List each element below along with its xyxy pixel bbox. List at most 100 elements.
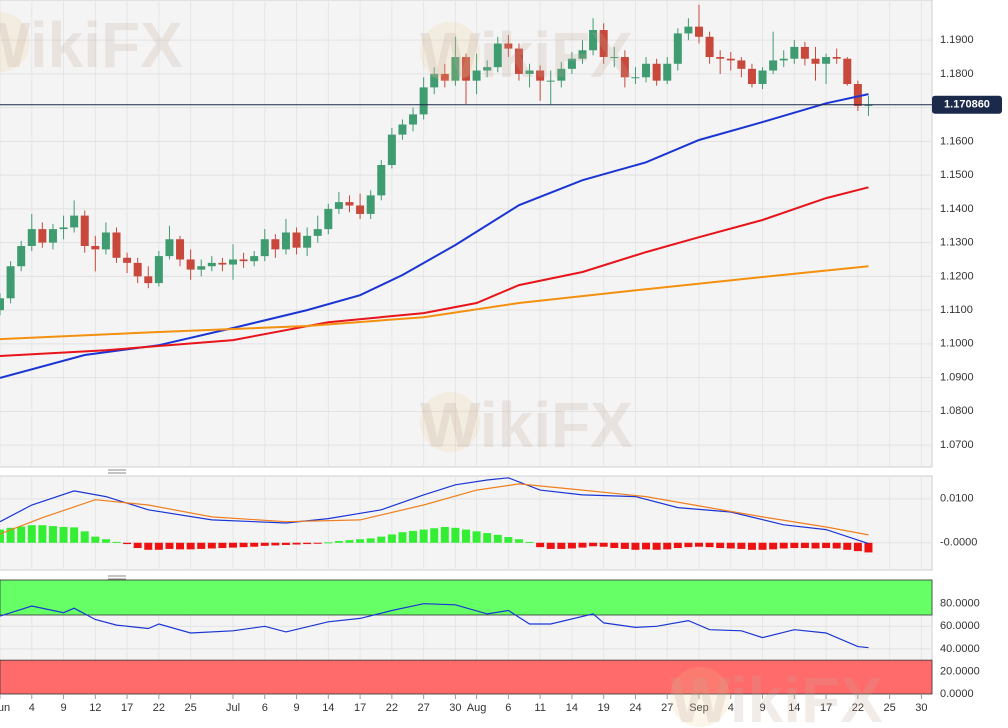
histogram-bar xyxy=(567,542,576,549)
histogram-bar xyxy=(790,542,799,549)
candle-body xyxy=(59,227,68,230)
histogram-bar xyxy=(800,542,809,549)
candle-body xyxy=(483,67,492,71)
x-tick-label: 25 xyxy=(884,702,896,714)
candle-body xyxy=(610,57,619,59)
histogram-bar xyxy=(493,534,502,543)
histogram-bar xyxy=(822,542,831,549)
candle-body xyxy=(334,202,343,209)
candle-body xyxy=(514,48,523,74)
histogram-bar xyxy=(229,542,237,548)
histogram-bar xyxy=(260,542,269,546)
y-tick-label: 40.0000 xyxy=(940,643,980,655)
histogram-bar xyxy=(769,542,778,550)
watermark-logo xyxy=(420,22,480,82)
candle-body xyxy=(313,229,322,236)
candle-body xyxy=(260,239,269,257)
x-tick-label: 25 xyxy=(185,702,197,714)
candle-body xyxy=(112,232,121,258)
histogram-bar xyxy=(419,529,428,543)
histogram-bar xyxy=(409,530,418,543)
candle-body xyxy=(154,256,163,284)
histogram-bar xyxy=(17,526,26,543)
y-tick-label: 1.1300 xyxy=(940,237,974,249)
candle-body xyxy=(853,84,862,106)
histogram-bar xyxy=(165,542,174,549)
x-tick-label: un xyxy=(0,702,10,714)
x-tick-label: 17 xyxy=(820,702,832,714)
candle-body xyxy=(832,57,841,59)
histogram-bar xyxy=(440,526,449,543)
histogram-bar xyxy=(631,542,640,550)
histogram-bar xyxy=(70,527,79,543)
candle-body xyxy=(27,229,36,246)
moving-average xyxy=(0,93,869,379)
y-tick-label: 1.0900 xyxy=(940,371,974,383)
x-tick-label: 6 xyxy=(262,702,268,714)
x-tick-label: 19 xyxy=(598,702,610,714)
histogram-bar xyxy=(281,542,290,545)
histogram-bar xyxy=(726,542,735,549)
candle-body xyxy=(165,239,174,257)
histogram-bar xyxy=(578,542,587,548)
histogram-bar xyxy=(472,531,481,543)
candle-body xyxy=(504,43,513,49)
histogram-bar xyxy=(250,542,259,547)
histogram-bar xyxy=(546,542,555,549)
x-tick-label: Jul xyxy=(226,702,240,714)
candle-body xyxy=(822,57,831,64)
histogram-bar xyxy=(525,541,534,543)
candle-body xyxy=(811,58,820,64)
histogram-bar xyxy=(398,532,407,543)
histogram-bar xyxy=(387,534,396,543)
x-tick-label: 24 xyxy=(629,702,641,714)
histogram-bar xyxy=(430,528,439,543)
histogram-bar xyxy=(38,525,47,543)
candle-body xyxy=(91,245,100,250)
y-tick-label: 1.1200 xyxy=(940,270,974,282)
histogram-bar xyxy=(91,536,100,543)
y-tick-label: 20.0000 xyxy=(940,665,980,677)
candle-body xyxy=(493,43,502,68)
x-tick-label: 27 xyxy=(661,702,673,714)
x-tick-label: 17 xyxy=(121,702,133,714)
candle-body xyxy=(843,58,852,85)
candle-body xyxy=(239,259,248,262)
histogram-bar xyxy=(154,542,163,550)
y-tick-label: 1.1500 xyxy=(940,169,974,181)
histogram-bar xyxy=(758,542,767,550)
x-tick-label: 22 xyxy=(153,702,165,714)
candle-body xyxy=(419,87,428,115)
histogram-bar xyxy=(536,542,545,548)
watermark: WikiFX xyxy=(420,19,633,91)
y-tick-label: 1.1800 xyxy=(940,68,974,80)
candle-body xyxy=(398,124,407,135)
histogram-bar xyxy=(716,542,725,549)
candle-body xyxy=(642,63,651,78)
histogram-bar xyxy=(271,542,280,546)
x-tick-label: 4 xyxy=(29,702,35,714)
candle-body xyxy=(218,262,227,265)
candle-body xyxy=(292,232,301,248)
y-tick-label: 0.0000 xyxy=(940,688,974,700)
candle-body xyxy=(716,57,725,59)
overbought-zone xyxy=(0,579,933,616)
x-tick-label: 4 xyxy=(728,702,734,714)
histogram-bar xyxy=(324,542,333,544)
histogram-bar xyxy=(589,542,598,547)
histogram-bar xyxy=(377,536,386,543)
y-tick-label: 80.0000 xyxy=(940,598,980,610)
candle-body xyxy=(864,104,873,106)
y-tick-label: 1.1000 xyxy=(940,338,974,350)
histogram-bar xyxy=(462,529,470,543)
x-tick-label: 9 xyxy=(759,702,765,714)
candle-body xyxy=(462,57,470,81)
histogram-bar xyxy=(48,526,57,543)
candle-body xyxy=(599,30,608,58)
x-tick-label: 9 xyxy=(293,702,299,714)
candle-body xyxy=(567,58,576,69)
candle-body xyxy=(663,63,672,81)
watermark: WikiFX xyxy=(0,9,183,81)
histogram-bar xyxy=(356,539,365,543)
